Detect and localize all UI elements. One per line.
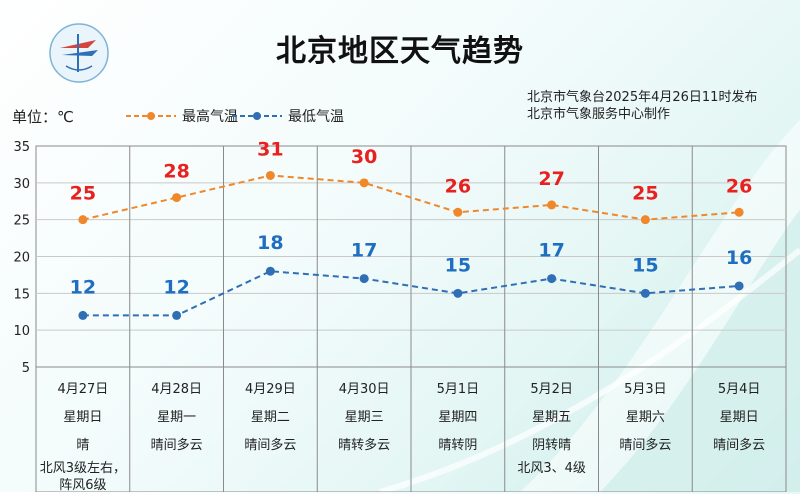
low-temp-line bbox=[82, 270, 740, 317]
day-column: 4月29日星期二晴间多云 bbox=[224, 376, 318, 460]
high-temp-line bbox=[82, 174, 740, 221]
day-date: 4月28日 bbox=[151, 382, 203, 397]
low-temp-point bbox=[640, 288, 650, 298]
day-date: 4月30日 bbox=[338, 382, 390, 397]
high-temp-point bbox=[640, 215, 650, 225]
day-wind-gust: 阵风6级 bbox=[59, 478, 107, 493]
day-column: 4月27日星期日晴北风3级左右， 阵风6级 bbox=[36, 376, 130, 494]
high-temp-value: 26 bbox=[445, 175, 471, 197]
day-weekday: 星期日 bbox=[719, 410, 759, 425]
day-date: 5月3日 bbox=[624, 382, 667, 397]
high-temp-value: 27 bbox=[538, 168, 564, 190]
day-weather: 晴 bbox=[76, 438, 90, 453]
legend-low: 最低气温 bbox=[232, 106, 344, 126]
y-tick-label: 20 bbox=[13, 251, 30, 266]
day-weather: 晴转阴 bbox=[438, 438, 478, 453]
day-date: 5月1日 bbox=[436, 382, 480, 397]
page-title: 北京地区天气趋势 bbox=[276, 34, 524, 69]
low-temp-point bbox=[78, 310, 88, 320]
legend-low-swatch bbox=[232, 112, 282, 120]
day-weather: 晴间多云 bbox=[713, 438, 766, 453]
low-temp-point bbox=[734, 281, 744, 291]
day-date: 5月2日 bbox=[530, 382, 573, 397]
day-wind: 北风3、4级 bbox=[517, 461, 586, 476]
high-temp-point bbox=[453, 207, 463, 217]
unit-label: 单位：℃ bbox=[12, 108, 74, 126]
high-temp-point bbox=[78, 215, 88, 225]
day-column: 4月30日星期三晴转多云 bbox=[317, 376, 411, 460]
high-temp-point bbox=[547, 200, 557, 210]
day-column: 5月2日星期五阴转晴北风3、4级 bbox=[505, 376, 599, 477]
day-weekday: 星期六 bbox=[625, 410, 665, 425]
day-weekday: 星期日 bbox=[63, 410, 103, 425]
day-weekday: 星期四 bbox=[438, 410, 478, 425]
high-temp-value: 31 bbox=[257, 138, 283, 160]
day-column: 5月3日星期六晴间多云 bbox=[599, 376, 693, 460]
high-temp-point bbox=[734, 207, 744, 217]
low-temp-value: 17 bbox=[351, 240, 377, 262]
source-producer: 北京市气象服务中心制作 bbox=[527, 107, 671, 122]
low-temp-point bbox=[359, 274, 369, 284]
meteorological-service-logo bbox=[49, 23, 109, 83]
high-temp-value: 26 bbox=[726, 175, 752, 197]
high-temp-point bbox=[172, 193, 182, 203]
y-tick-label: 25 bbox=[13, 214, 30, 229]
day-column: 5月4日星期日晴间多云 bbox=[692, 376, 786, 460]
day-weather: 晴间多云 bbox=[244, 438, 297, 453]
high-temp-value: 30 bbox=[351, 146, 377, 168]
low-temp-value: 12 bbox=[163, 276, 189, 298]
day-weekday: 星期五 bbox=[532, 410, 572, 425]
low-temp-value: 12 bbox=[70, 276, 96, 298]
day-weather: 阴转晴 bbox=[532, 438, 572, 453]
low-temp-value: 16 bbox=[726, 247, 752, 269]
low-temp-value: 18 bbox=[257, 232, 283, 254]
y-tick-label: 5 bbox=[22, 361, 30, 376]
low-temp-value: 15 bbox=[632, 254, 658, 276]
low-temp-point bbox=[547, 274, 557, 284]
day-date: 4月29日 bbox=[244, 382, 296, 397]
day-weekday: 星期二 bbox=[250, 410, 290, 425]
day-weekday: 星期一 bbox=[157, 410, 197, 425]
y-tick-label: 10 bbox=[13, 324, 30, 339]
low-temp-point bbox=[172, 310, 182, 320]
day-weather: 晴间多云 bbox=[619, 438, 672, 453]
high-temp-value: 28 bbox=[163, 161, 189, 183]
day-weekday: 星期三 bbox=[344, 410, 384, 425]
day-date: 4月27日 bbox=[57, 382, 109, 397]
day-column: 4月28日星期一晴间多云 bbox=[130, 376, 224, 460]
legend-high-swatch bbox=[126, 112, 176, 120]
low-temp-value: 17 bbox=[538, 240, 564, 262]
day-weather: 晴转多云 bbox=[338, 438, 391, 453]
day-weather: 晴间多云 bbox=[150, 438, 203, 453]
high-temp-value: 25 bbox=[632, 183, 658, 205]
y-tick-label: 30 bbox=[13, 177, 30, 192]
high-temp-point bbox=[265, 170, 275, 180]
legend-high: 最高气温 bbox=[126, 106, 238, 126]
day-column: 5月1日星期四晴转阴 bbox=[411, 376, 505, 460]
legend-low-label: 最低气温 bbox=[288, 109, 344, 125]
legend-high-label: 最高气温 bbox=[182, 109, 238, 125]
y-tick-label: 15 bbox=[13, 287, 30, 302]
day-wind: 北风3级左右， bbox=[39, 461, 127, 476]
high-temp-value: 25 bbox=[70, 183, 96, 205]
day-date: 5月4日 bbox=[717, 382, 761, 397]
low-temp-point bbox=[453, 288, 463, 298]
high-temp-point bbox=[359, 178, 369, 188]
low-temp-point bbox=[265, 266, 275, 276]
source-publisher: 北京市气象台2025年4月26日11时发布 bbox=[527, 90, 758, 105]
low-temp-value: 15 bbox=[445, 254, 471, 276]
y-tick-label: 35 bbox=[13, 140, 30, 155]
